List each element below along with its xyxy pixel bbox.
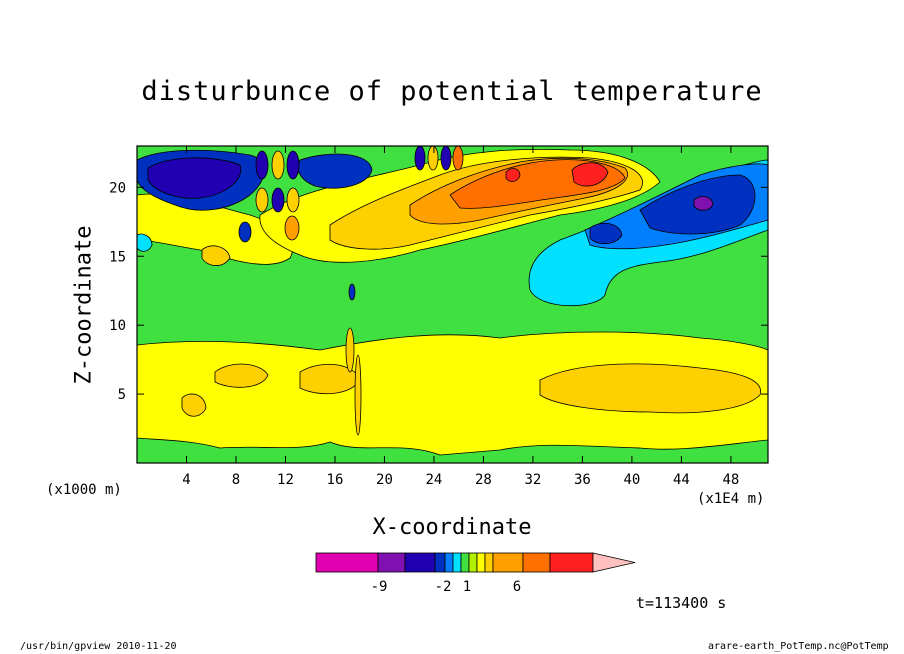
x-axis: 4 8 12 16 20 24 28 32 36 40 44 48 — [182, 146, 739, 488]
colorbar-label: 6 — [513, 579, 521, 595]
colorbar: -9 -2 1 6 — [315, 552, 636, 595]
contour-region — [539, 363, 762, 414]
x-axis-unit-left: (x1000 m) — [46, 482, 122, 498]
colorbar-box — [549, 552, 594, 573]
colorbar-box — [522, 552, 551, 573]
footer-right: arare-earth_PotTemp.nc@PotTemp — [708, 641, 889, 652]
contour-region — [693, 196, 714, 211]
x-tick-label: 16 — [327, 472, 344, 488]
contour-region — [589, 222, 623, 245]
x-tick-label: 12 — [277, 472, 294, 488]
colorbar-label: -2 — [435, 579, 452, 595]
colorbar-box — [444, 552, 454, 573]
contour-region — [147, 157, 242, 199]
colorbar-box — [460, 552, 470, 573]
contour-region — [137, 331, 768, 456]
colorbar-box — [484, 552, 494, 573]
contour-region — [201, 245, 231, 266]
wave-cells — [238, 146, 464, 436]
colorbar-cap — [592, 552, 636, 573]
chart-title: disturbunce of potential temperature — [141, 76, 763, 107]
colorbar-box — [404, 552, 436, 573]
colorbar-box — [452, 552, 462, 573]
y-axis: 5 10 15 20 — [109, 180, 768, 403]
x-tick-label: 32 — [524, 472, 541, 488]
x-tick-label: 28 — [475, 472, 492, 488]
y-tick-label: 20 — [109, 180, 126, 196]
x-tick-label: 40 — [623, 472, 640, 488]
time-annotation: t=113400 s — [636, 594, 727, 612]
contour-region — [214, 363, 269, 388]
colorbar-box — [315, 552, 379, 573]
y-tick-label: 5 — [118, 387, 126, 403]
x-tick-label: 24 — [426, 472, 443, 488]
contour-region — [181, 393, 207, 417]
plot-frame — [136, 145, 769, 464]
x-tick-label: 20 — [376, 472, 393, 488]
contour-region — [571, 162, 609, 187]
colorbar-box — [434, 552, 446, 573]
x-axis-label: X-coordinate — [372, 515, 532, 540]
x-tick-label: 44 — [673, 472, 690, 488]
contour-region — [297, 153, 373, 189]
colorbar-box — [476, 552, 486, 573]
x-tick-label: 4 — [182, 472, 190, 488]
footer-left: /usr/bin/gpview 2010-11-20 — [20, 641, 177, 652]
contour-region — [137, 233, 153, 252]
colorbar-label: -9 — [371, 579, 388, 595]
colorbar-box — [468, 552, 478, 573]
x-tick-label: 36 — [574, 472, 591, 488]
x-tick-label: 48 — [722, 472, 739, 488]
x-axis-unit-right: (x1E4 m) — [697, 491, 765, 507]
y-tick-label: 10 — [109, 318, 126, 334]
colorbar-label: 1 — [463, 579, 471, 595]
x-tick-label: 8 — [232, 472, 240, 488]
y-tick-label: 15 — [109, 249, 126, 265]
colorbar-box — [492, 552, 524, 573]
contour-region — [505, 168, 521, 182]
plot-area — [137, 146, 768, 463]
colorbar-box — [377, 552, 406, 573]
